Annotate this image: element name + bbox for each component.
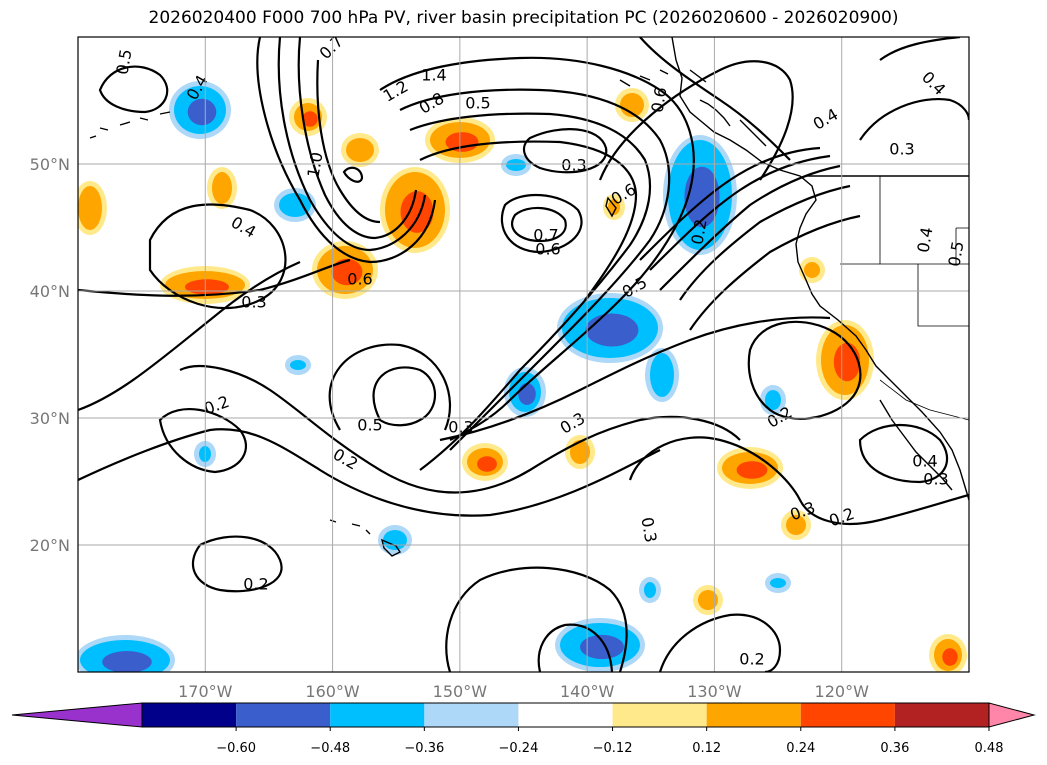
colorbar-segment (424, 703, 519, 727)
precip-shading-layer (78, 81, 967, 672)
pv-contour-label: 0.2 (739, 650, 764, 669)
negative-precip-anomaly (285, 355, 311, 375)
gridlines (78, 37, 969, 672)
colorbar-tick-label: −0.36 (404, 741, 444, 756)
pv-contour-label: 0.2 (687, 218, 710, 246)
negative-precip-anomaly (645, 348, 679, 402)
negative-precip-anomaly (169, 81, 231, 139)
colorbar-segment (142, 703, 237, 727)
colorbar-outline (141, 702, 990, 728)
pv-contour-label: 0.6 (535, 240, 560, 259)
positive-precip-anomaly (207, 167, 237, 209)
negative-precip-anomaly (501, 154, 531, 176)
positive-precip-anomaly (781, 510, 811, 540)
colorbar-extend-high (988, 702, 1036, 728)
positive-precip-anomaly (603, 194, 625, 220)
pv-contour-label: 0.6 (647, 86, 670, 114)
pv-contour-label: 0.5 (944, 240, 967, 268)
colorbar-segment (612, 703, 707, 727)
colorbar-segment (894, 703, 989, 727)
positive-precip-anomaly (717, 447, 783, 489)
pv-contour-label: 0.5 (112, 48, 135, 76)
colorbar-segment (800, 703, 895, 727)
lon-tick-label: 150°W (433, 682, 488, 701)
colorbar-tick-label: −0.24 (499, 741, 539, 756)
lat-tick-label: 40°N (30, 282, 70, 301)
negative-precip-anomaly (765, 573, 791, 593)
positive-precip-anomaly (312, 241, 378, 299)
colorbar-tick-label: −0.48 (310, 741, 350, 756)
positive-precip-anomaly (78, 181, 107, 235)
pv-contour-label: 0.6 (347, 270, 372, 289)
longitude-labels: 170°W 160°W 150°W 140°W 130°W 120°W (178, 682, 869, 701)
pv-contour-label: 0.5 (357, 416, 382, 435)
pv-contour-layer (78, 37, 969, 672)
positive-precip-anomaly (462, 443, 508, 481)
positive-precip-anomaly (380, 167, 450, 253)
pv-contour-label: 0.4 (912, 452, 937, 471)
positive-precip-anomaly (929, 634, 967, 672)
colorbar-tick-label: 0.36 (880, 741, 909, 756)
map-frame (77, 36, 970, 673)
map-title: 2026020400 F000 700 hPa PV, river basin … (148, 8, 899, 28)
lat-tick-label: 50°N (30, 155, 70, 174)
positive-precip-anomaly (693, 585, 723, 615)
colorbar: −0.60 −0.48 −0.36 −0.24 −0.12 0.12 0.24 0.36 0.4… (11, 702, 1036, 756)
negative-precip-anomaly (639, 577, 661, 603)
pv-contour-label: 0.3 (448, 418, 473, 437)
colorbar-tick-label: −0.12 (593, 741, 633, 756)
positive-precip-anomaly (341, 133, 379, 167)
negative-precip-anomaly (274, 188, 316, 222)
pv-contour-label: 0.7 (533, 226, 558, 245)
lon-tick-label: 120°W (815, 682, 870, 701)
lon-tick-label: 160°W (305, 682, 360, 701)
negative-precip-anomaly (78, 635, 175, 672)
pv-contour-label: 0.3 (561, 156, 586, 175)
pv-contour-label: 0.3 (889, 140, 914, 159)
colorbar-tick-label: 0.48 (975, 741, 1004, 756)
pv-contour-label: 0.3 (637, 516, 660, 544)
colorbar-segment (706, 703, 801, 727)
pv-contour-label: 0.4 (913, 226, 936, 254)
pv-contour-label: 0.3 (923, 470, 948, 489)
lat-tick-label: 20°N (30, 536, 70, 555)
negative-precip-anomaly (555, 618, 645, 672)
colorbar-extend-low (11, 702, 143, 728)
negative-precip-anomaly (557, 293, 663, 363)
pv-contour-label: 0.3 (241, 293, 266, 312)
positive-precip-anomaly (799, 257, 825, 283)
pv-contour-label: 1.0 (303, 151, 326, 179)
lon-tick-label: 130°W (687, 682, 742, 701)
positive-precip-anomaly (816, 320, 874, 400)
pv-contour-label: 0.5 (465, 94, 490, 113)
pv-contour-label: 1.4 (421, 66, 446, 85)
positive-precip-anomaly (565, 435, 595, 469)
pv-contour-label: 0.2 (243, 575, 268, 594)
colorbar-tick-label: 0.24 (786, 741, 815, 756)
colorbar-segment (236, 703, 331, 727)
colorbar-segment (330, 703, 425, 727)
border-layer (806, 175, 969, 421)
colorbar-tick-label: 0.12 (692, 741, 721, 756)
positive-precip-anomaly (615, 88, 649, 122)
lon-tick-label: 140°W (560, 682, 615, 701)
lat-tick-label: 30°N (30, 409, 70, 428)
lon-tick-label: 170°W (178, 682, 233, 701)
colorbar-tick-label: −0.60 (216, 741, 256, 756)
latitude-labels: 50°N 40°N 30°N 20°N (30, 155, 70, 555)
colorbar-segment (518, 703, 613, 727)
